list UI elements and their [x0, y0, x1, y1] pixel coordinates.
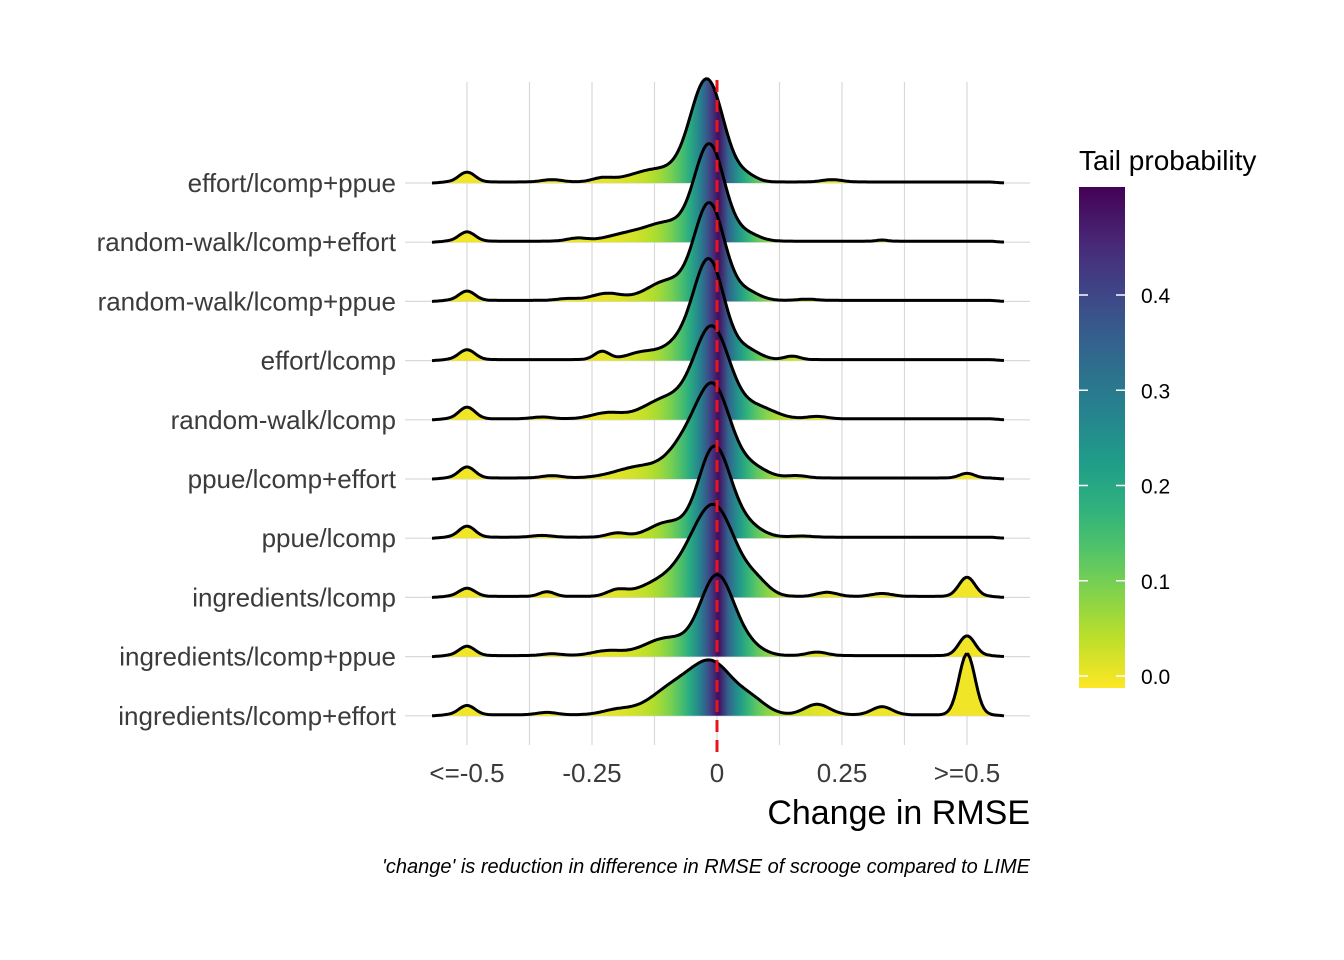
ridge-outline	[431, 142, 1005, 244]
legend-tick: 0.4	[1079, 285, 1171, 308]
y-axis-label: ingredients/lcomp+effort	[118, 701, 397, 731]
legend-tick-label: 0.3	[1141, 380, 1170, 403]
ridge-outline	[431, 573, 1005, 659]
ridge-outline	[431, 201, 1005, 303]
legend-tick: 0.1	[1079, 571, 1170, 594]
legend-tick-label: 0.0	[1141, 666, 1170, 689]
y-axis-label: ppue/lcomp+effort	[188, 464, 397, 494]
legend-tick: 0.2	[1079, 476, 1170, 499]
legend-tick-label: 0.4	[1141, 285, 1171, 308]
x-axis-title: Change in RMSE	[767, 794, 1030, 832]
ridge-area	[432, 143, 1005, 243]
x-tick-label: >=0.5	[934, 758, 1001, 788]
chart-caption: 'change' is reduction in difference in R…	[382, 856, 1031, 878]
ridge-random-walk/lcomp+effort	[431, 142, 1005, 244]
x-axis-ticks: <=-0.5 -0.25 0 0.25 >=0.5	[429, 758, 1000, 788]
legend-tick: 0.3	[1079, 380, 1170, 403]
x-tick-label: 0.25	[817, 758, 868, 788]
ridge-area	[432, 574, 1005, 657]
y-axis-label: effort/lcomp	[261, 346, 396, 376]
legend-ticks: 0.0 0.1 0.2 0.3 0.4	[1079, 285, 1171, 689]
legend-tick-label: 0.2	[1141, 476, 1170, 499]
y-axis-label: random-walk/lcomp+effort	[97, 227, 397, 257]
ridge-outline	[431, 256, 1005, 363]
x-tick-label: -0.25	[562, 758, 621, 788]
y-axis-label: random-walk/lcomp	[171, 405, 396, 435]
y-axis-label: effort/lcomp+ppue	[188, 168, 396, 198]
ridge-ingredients/lcomp+ppue	[431, 573, 1005, 659]
ridge-area	[432, 446, 1005, 539]
y-axis-labels: effort/lcomp+ppue random-walk/lcomp+effor…	[97, 168, 397, 731]
x-tick-label: 0	[710, 758, 724, 788]
legend-tick-label: 0.1	[1141, 571, 1170, 594]
legend-title: Tail probability	[1079, 145, 1256, 176]
x-tick-label: <=-0.5	[429, 758, 504, 788]
y-axis-label: ingredients/lcomp	[192, 582, 396, 612]
ridge-area	[432, 325, 1005, 420]
ridge-area	[432, 202, 1005, 302]
y-axis-label: ingredients/lcomp+ppue	[119, 642, 396, 672]
legend-tick: 0.0	[1079, 666, 1170, 689]
ridge-random-walk/lcomp+ppue	[431, 201, 1005, 303]
y-axis-label: random-walk/lcomp+ppue	[98, 286, 396, 316]
fill-legend: Tail probability 0.0 0.1 0.2 0.3 0.4	[1079, 145, 1256, 689]
y-axis-label: ppue/lcomp	[262, 523, 396, 553]
legend-colorbar	[1079, 187, 1125, 688]
